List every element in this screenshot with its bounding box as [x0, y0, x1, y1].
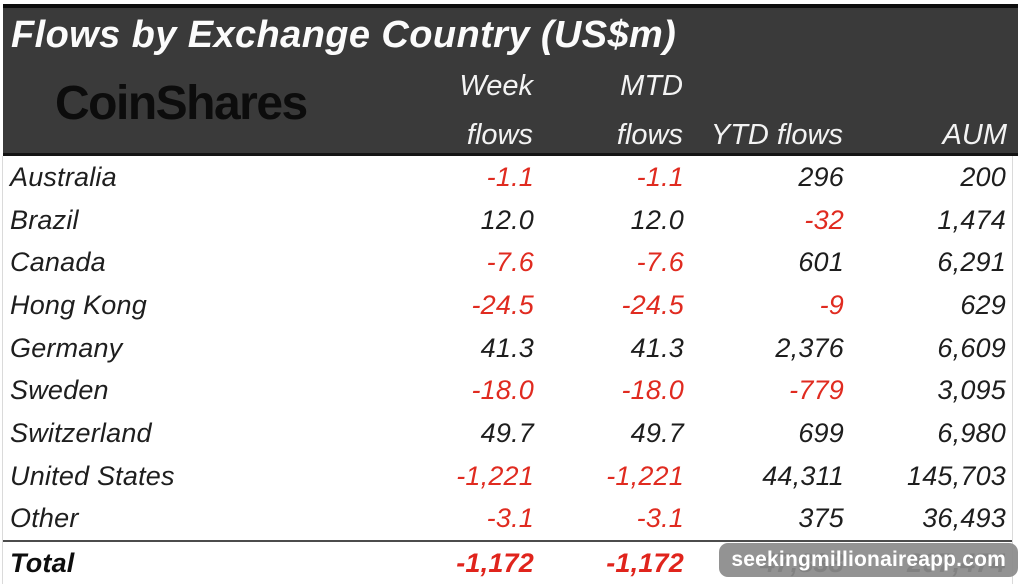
country-label: Hong Kong	[10, 289, 147, 320]
week-flows-value: -18.0	[471, 375, 534, 406]
mtd-flows-value: -18.0	[621, 375, 684, 406]
table-row: Germany 41.3 41.3 2,376 6,609	[3, 327, 1012, 370]
column-header-aum: AUM	[943, 66, 1007, 157]
table-header: Flows by Exchange Country (US$m) CoinSha…	[3, 4, 1018, 156]
mtd-flows-value: -24.5	[621, 289, 684, 320]
aum-value: 6,291	[937, 247, 1006, 278]
week-flows-value: -7.6	[486, 247, 534, 278]
table-row: Sweden -18.0 -18.0 -779 3,095	[3, 369, 1012, 412]
country-label: Australia	[10, 161, 117, 192]
mtd-flows-value: -7.6	[636, 247, 684, 278]
country-label: United States	[10, 460, 175, 491]
country-label: Canada	[10, 247, 106, 278]
mtd-flows-value: -3.1	[636, 503, 684, 534]
total-mtd-flows-value: -1,172	[606, 548, 684, 579]
mtd-flows-value: -1,221	[606, 460, 684, 491]
ytd-flows-value: -32	[804, 204, 844, 235]
column-header-week-flows: Week flows	[459, 66, 533, 157]
ytd-flows-value: 296	[798, 161, 844, 192]
ytd-flows-value: -9	[819, 289, 844, 320]
ytd-flows-value: -779	[789, 375, 844, 406]
mtd-flows-value: 12.0	[630, 204, 684, 235]
aum-value: 6,609	[937, 332, 1006, 363]
column-header-ytd-label: YTD flows	[710, 119, 843, 151]
coinshares-logo: CoinShares	[55, 77, 308, 130]
mtd-flows-value: 41.3	[630, 332, 684, 363]
column-header-ytd-flows: YTD flows	[711, 66, 843, 157]
column-header-aum-label: AUM	[942, 119, 1007, 151]
week-flows-value: -1,221	[456, 460, 534, 491]
mtd-flows-value: 49.7	[630, 417, 684, 448]
table-row: Hong Kong -24.5 -24.5 -9 629	[3, 284, 1012, 327]
column-header-mtd-flows: MTD flows	[617, 66, 683, 157]
week-flows-value: -1.1	[486, 161, 534, 192]
table-row: Switzerland 49.7 49.7 699 6,980	[3, 412, 1012, 455]
watermark-badge: seekingmillionaireapp.com	[719, 543, 1018, 577]
ytd-flows-value: 44,311	[762, 460, 844, 491]
column-header-week-line2: flows	[466, 119, 533, 151]
aum-value: 6,980	[937, 417, 1006, 448]
mtd-flows-value: -1.1	[636, 161, 684, 192]
ytd-flows-value: 699	[798, 417, 844, 448]
aum-value: 629	[960, 289, 1006, 320]
country-label: Sweden	[10, 375, 109, 406]
ytd-flows-value: 375	[798, 503, 844, 534]
table-row: United States -1,221 -1,221 44,311 145,7…	[3, 455, 1012, 498]
aum-value: 1,474	[937, 204, 1006, 235]
country-label: Switzerland	[10, 417, 152, 448]
week-flows-value: -24.5	[471, 289, 534, 320]
aum-value: 3,095	[937, 375, 1006, 406]
page-title: Flows by Exchange Country (US$m)	[11, 14, 677, 56]
column-header-mtd-line1: MTD	[620, 70, 683, 102]
aum-value: 145,703	[907, 460, 1006, 491]
week-flows-value: 12.0	[480, 204, 534, 235]
total-week-flows-value: -1,172	[456, 548, 534, 579]
ytd-flows-value: 601	[798, 247, 844, 278]
week-flows-value: 49.7	[480, 417, 534, 448]
week-flows-value: -3.1	[486, 503, 534, 534]
country-label: Other	[10, 503, 79, 534]
country-label: Germany	[10, 332, 123, 363]
week-flows-value: 41.3	[480, 332, 534, 363]
table-row: Other -3.1 -3.1 375 36,493	[3, 498, 1012, 541]
column-header-mtd-line2: flows	[616, 119, 683, 151]
ytd-flows-value: 2,376	[775, 332, 844, 363]
table-row: Brazil 12.0 12.0 -32 1,474	[3, 199, 1012, 242]
total-label: Total	[10, 548, 75, 579]
table-body: Australia -1.1 -1.1 296 200 Brazil 12.0 …	[2, 156, 1013, 584]
aum-value: 36,493	[922, 503, 1006, 534]
table-row: Australia -1.1 -1.1 296 200	[3, 156, 1012, 199]
table-row: Canada -7.6 -7.6 601 6,291	[3, 241, 1012, 284]
aum-value: 200	[960, 161, 1006, 192]
column-header-week-line1: Week	[459, 70, 533, 102]
country-label: Brazil	[10, 204, 79, 235]
